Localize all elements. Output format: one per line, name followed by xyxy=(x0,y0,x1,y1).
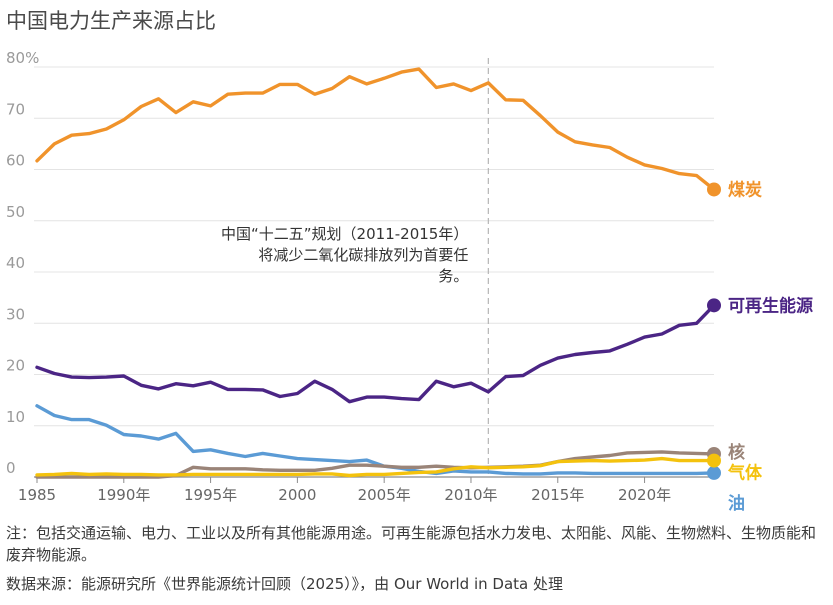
series-line xyxy=(35,450,716,479)
x-tick-label: 2000 xyxy=(278,486,316,504)
y-tick-label: 70 xyxy=(6,100,25,118)
series-label: 可再生能源 xyxy=(728,295,813,316)
annotation-text: 务。 xyxy=(438,267,468,285)
series-label: 油 xyxy=(728,493,745,514)
footnote: 注：包括交通运输、电力、工业以及所有其他能源用途。可再生能源包括水力发电、太阳能… xyxy=(6,524,817,564)
x-tick-label: 2010年 xyxy=(444,486,497,504)
y-tick-label: 30 xyxy=(6,305,25,323)
chart-title: 中国电力生产来源占比 xyxy=(6,9,216,33)
line-chart: 0 10 20 30 40 50 60 70 80% 1985 1990年 1995年 2000 200… xyxy=(6,49,813,514)
y-tick-label: 10 xyxy=(6,408,25,426)
series-end-dot xyxy=(707,453,721,468)
data-source: 数据来源：能源研究所《世界能源统计回顾（2025）》，由 Our World i… xyxy=(6,575,563,593)
y-tick-label: 20 xyxy=(6,357,25,375)
y-tick-label: 80% xyxy=(6,49,39,67)
x-tick-label: 1985 xyxy=(18,486,56,504)
y-tick-label: 60 xyxy=(6,152,25,170)
y-tick-label: 0 xyxy=(6,459,16,477)
y-axis: 0 10 20 30 40 50 60 70 80% xyxy=(6,49,39,477)
series-line xyxy=(35,456,716,478)
grid xyxy=(34,66,714,427)
series-end-dot xyxy=(707,298,721,313)
series-label: 煤炭 xyxy=(728,179,762,200)
annotation-text: 中国“十二五”规划（2011-2015年） xyxy=(221,225,468,243)
y-tick-label: 40 xyxy=(6,254,25,272)
series-label: 气体 xyxy=(727,463,763,484)
x-tick-label: 2015年 xyxy=(531,486,584,504)
series-line xyxy=(35,67,716,192)
series-lines xyxy=(35,67,721,480)
y-tick-label: 50 xyxy=(6,203,25,221)
x-tick-label: 1995年 xyxy=(184,486,237,504)
x-tick-label: 2005年 xyxy=(358,486,411,504)
annotation-text: 将减少二氧化碳排放列为首要任 xyxy=(258,246,468,264)
series-line xyxy=(35,303,716,404)
series-label: 核 xyxy=(728,442,745,463)
series-end-dot xyxy=(707,182,721,197)
x-tick-label: 2020年 xyxy=(618,486,671,504)
series-end-dot xyxy=(707,465,721,480)
x-tick-label: 1990年 xyxy=(97,486,150,504)
series-line xyxy=(35,404,716,476)
x-axis: 1985 1990年 1995年 2000 2005年 2010年 2015年 2020年 xyxy=(18,476,714,504)
